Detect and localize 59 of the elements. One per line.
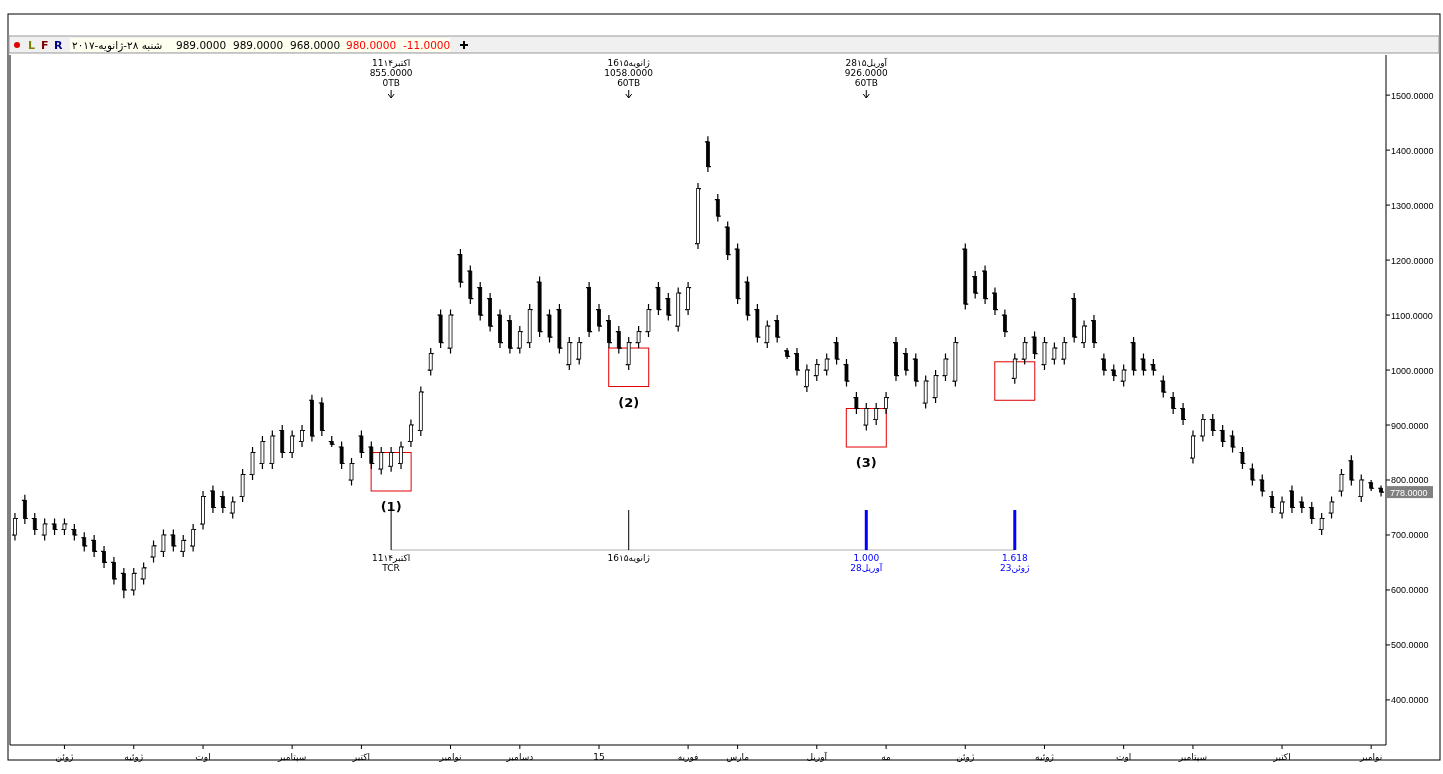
- y-tick-label: 1300.0000: [1391, 200, 1434, 211]
- annotation: (1): [380, 498, 402, 514]
- text: 989.0000: [176, 39, 227, 51]
- x-tick-label: فوریه: [677, 752, 699, 762]
- annotation: (3): [855, 455, 877, 471]
- annotation: 60TB: [617, 78, 641, 88]
- text: -11.0000: [403, 39, 451, 51]
- annotation: 1.000: [853, 553, 880, 563]
- last-price: 778.0000: [1387, 486, 1433, 499]
- annotation: 28آوریل: [850, 562, 883, 573]
- x-tick-label: ژوئن: [956, 752, 975, 762]
- y-tick-label: 500.0000: [1391, 640, 1429, 651]
- x-tick-label: مه: [881, 752, 892, 762]
- x-tick-label: سپتامبر: [1177, 752, 1208, 762]
- annotation: 0TB: [382, 78, 400, 88]
- x-tick-label: سپتامبر: [277, 752, 307, 762]
- x-tick-label: دسامبر: [505, 752, 534, 762]
- annotation: 11اکتبر۱۴: [371, 553, 411, 563]
- x-tick-label: نوامبر: [1359, 752, 1383, 762]
- annotation: 16ژانویه۱۵: [607, 58, 650, 68]
- annotation: 926.0000: [844, 68, 889, 78]
- annotation: 1.618: [1001, 553, 1028, 563]
- x-tick-label: اوت: [195, 752, 211, 762]
- x-tick-label: ژوئیه: [1035, 752, 1054, 762]
- text: 980.0000: [346, 39, 397, 51]
- y-tick-label: 1200.0000: [1391, 255, 1434, 266]
- annotation: 60TB: [854, 78, 878, 88]
- y-tick-label: 1500.0000: [1391, 90, 1434, 101]
- annotation: 11اکتبر۱۴: [371, 58, 411, 68]
- text: L: [28, 39, 36, 52]
- x-tick-label: ژوئیه: [124, 752, 144, 762]
- y-tick-label: 1400.0000: [1391, 145, 1434, 156]
- annotation: 16ژانویه۱۵: [607, 553, 650, 563]
- text: شنبه ۲۸-ژانویه-۲۰۱۷: [72, 39, 163, 52]
- y-tick-label: 1100.0000: [1391, 310, 1433, 321]
- text: F: [41, 39, 49, 52]
- x-tick-label: اوت: [1116, 752, 1132, 762]
- y-tick-label: 700.0000: [1391, 530, 1429, 541]
- annotation: 28آوریل۱۵: [845, 57, 888, 68]
- y-tick-label: 1000.0000: [1391, 365, 1434, 376]
- text: R: [54, 39, 63, 52]
- annotation: 23ژوئن: [1000, 563, 1030, 573]
- x-tick-label: ژوئن: [55, 752, 74, 762]
- text: 989.0000: [233, 39, 284, 51]
- x-tick-label: مارس: [726, 752, 750, 762]
- y-tick-label: 600.0000: [1391, 585, 1429, 596]
- y-tick-label: 800.0000: [1391, 475, 1429, 486]
- y-tick-label: 400.0000: [1391, 695, 1429, 706]
- x-tick-label: اکتبر: [351, 752, 371, 762]
- annotation: 855.0000: [369, 68, 413, 78]
- text: 968.0000: [290, 39, 341, 51]
- annotation: TCR: [381, 563, 400, 573]
- x-tick-label: نوامبر: [438, 752, 462, 762]
- y-tick-label: 900.0000: [1391, 420, 1429, 431]
- annotation: (2): [618, 394, 640, 410]
- x-tick-label: آوریل: [806, 751, 828, 762]
- x-tick-label: 15: [593, 752, 605, 762]
- annotation: 1058.0000: [604, 68, 654, 78]
- x-tick-label: اکتبر: [1272, 752, 1291, 762]
